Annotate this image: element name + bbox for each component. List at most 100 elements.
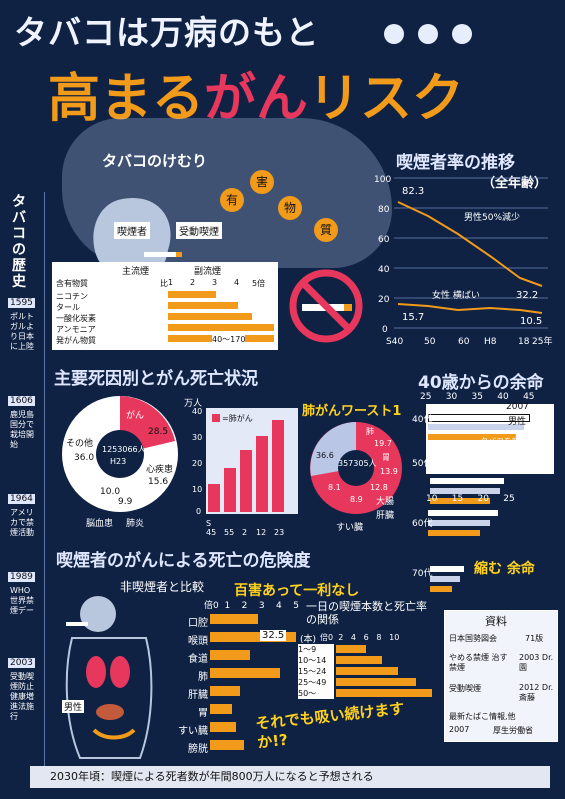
risk-scale-3: 3 <box>258 601 265 611</box>
pancreas-label: すい臓 <box>336 523 364 533</box>
svg-text:100: 100 <box>374 175 391 185</box>
daily-bar-2 <box>336 656 382 664</box>
smoking-rate-title: 喫煙者率の推移 <box>396 153 515 173</box>
life-axis-40: 40 <box>497 392 509 402</box>
lung-legend: =肺がん <box>222 413 253 423</box>
no-smoking-icon <box>289 269 363 343</box>
side-stream-label: 副流煙 <box>194 267 222 277</box>
substance-1: ニコチン <box>56 292 88 301</box>
male-start-label: 82.3 <box>402 186 424 197</box>
organ-liver: 肝臓 <box>188 690 208 701</box>
organ-larynx: 喉頭 <box>188 636 208 647</box>
bar-nicotine <box>168 291 216 298</box>
life-60-nonsmoker-bar <box>428 510 498 516</box>
life-expectancy-title: 40歳からの余命 <box>418 373 544 393</box>
daily-scale-6: 6 <box>363 633 369 642</box>
history-year-5: 2003 <box>8 658 35 668</box>
pneumonia-label: 肺炎 <box>126 519 145 529</box>
title-part-a: 高まる <box>48 69 205 129</box>
source-5-year: 2007 <box>449 725 470 734</box>
toxic-word-2: 害 <box>250 170 274 194</box>
female-note: 女性 横ばい <box>432 289 480 301</box>
poster-title-line2: 高まるがんリスク <box>48 56 464 131</box>
daily-bar-3 <box>336 667 398 675</box>
cancer-label-lung: 肺 <box>366 427 374 436</box>
life-60-smoker-bar <box>428 530 480 536</box>
history-text-4: WHO 世界禁煙デー <box>10 586 34 615</box>
life-top-axis: 25 30 35 40 45 <box>420 392 556 402</box>
svg-text:18: 18 <box>518 337 530 347</box>
history-title: タバコの歴史 <box>12 194 26 290</box>
life-70-nonsmoker-bar <box>430 566 464 572</box>
pie-label-cancer: がん <box>126 409 144 421</box>
daily-scale-8: 8 <box>376 633 382 642</box>
history-year-3: 1964 <box>8 494 35 504</box>
history-text-2: 鹿児島国分で栽培開始 <box>10 410 34 449</box>
daily-scale-2: 2 <box>338 633 344 642</box>
smoke-label: タバコのけむり <box>102 152 208 170</box>
svg-text:50: 50 <box>424 337 436 347</box>
bar-lung <box>210 668 280 678</box>
sources-box: 資料 日本国勢図会 71版 やめる禁煙 治す禁煙 2003 Dr.園 受動喫煙 … <box>444 610 558 742</box>
cancer-type-pie: 357305人 36.6 肺 19.7 胃 13.9 12.8 8.9 8.1 <box>310 422 402 514</box>
risk-slogan: 百害あって一利なし <box>234 583 360 599</box>
female-start-label: 15.7 <box>402 312 424 323</box>
pie-label-other: その他 <box>66 437 93 449</box>
male-end-label: 32.2 <box>516 290 538 301</box>
passive-smoker-label: 受動喫煙 <box>176 222 222 239</box>
history-sidebar: タバコの歴史 1595 ポルトガルより日本に上陸 1606 鹿児島国分で栽培開始… <box>8 192 45 766</box>
cancer-value-colon: 12.8 <box>370 483 388 492</box>
life-50-smoker-bar <box>430 498 490 504</box>
cancer-value-liver: 8.1 <box>328 483 341 492</box>
svg-text:H8: H8 <box>484 337 497 347</box>
risk-scale-0: 倍0 <box>204 601 219 611</box>
life-50-nonsmoker-bar <box>430 478 504 484</box>
bar-mouth <box>210 614 258 624</box>
life-age-50: 50代 <box>412 459 433 469</box>
legend-smoker: 吸う人 <box>480 459 504 468</box>
life-age-60: 60代 <box>412 519 433 529</box>
bar-pancreas <box>210 722 236 732</box>
colon-label: 大腸 <box>376 497 395 507</box>
svg-text:60: 60 <box>378 235 390 245</box>
bar-larynx <box>210 632 296 642</box>
lung-cancer-unit: 万人 <box>184 399 203 409</box>
life-axis-25: 25 <box>420 392 432 402</box>
dot-icon <box>384 24 404 44</box>
svg-text:12: 12 <box>256 528 266 536</box>
history-year-4: 1989 <box>8 572 35 582</box>
scale-2: 2 <box>190 278 196 287</box>
daily-bar-1 <box>336 645 366 653</box>
toxic-word-1: 有 <box>220 188 244 212</box>
life-axis-20: 20 <box>477 494 489 504</box>
life-year: 2007 <box>506 402 529 412</box>
source-1-title: 日本国勢図会 <box>449 634 497 643</box>
history-year-1: 1595 <box>8 298 35 308</box>
life-summary: 縮む 余命 <box>474 561 535 577</box>
source-3-title: 受動喫煙 <box>449 684 481 693</box>
cancer-label-stomach: 胃 <box>382 453 390 462</box>
life-axis-15: 15 <box>451 494 464 504</box>
substance-3: 一酸化炭素 <box>56 314 96 323</box>
life-40s-panel <box>426 404 554 474</box>
svg-text:10: 10 <box>192 485 202 494</box>
daily-cat-5: 50〜 <box>298 688 334 699</box>
source-1-edition: 71版 <box>525 634 544 643</box>
body-organs-illustration <box>65 596 153 759</box>
scale-1: 1 <box>168 278 174 287</box>
svg-text:25年: 25年 <box>532 335 552 347</box>
male-note: 男性50%減少 <box>464 211 520 223</box>
pie-value-other: 36.0 <box>74 453 94 463</box>
cancer-value-stomach: 13.9 <box>380 467 398 476</box>
life-40-nonsmoker-bar <box>428 414 530 422</box>
legend-nonsmoker: タバコを吸わない人 <box>480 437 552 446</box>
bar-ammonia <box>168 324 274 331</box>
organ-stomach: 胃 <box>198 708 208 719</box>
death-cause-title: 主要死因別とがん死亡状況 <box>54 369 258 389</box>
organ-mouth: 口腔 <box>188 618 208 629</box>
daily-count-chart: 1〜9 10〜14 15〜24 25〜49 50〜 <box>298 644 438 702</box>
life-axis-25b: 25 <box>503 494 515 504</box>
cancer-value-lung: 19.7 <box>374 439 392 448</box>
life-70-smoker-bar <box>430 586 452 592</box>
title-part-c: リスク <box>308 69 465 129</box>
